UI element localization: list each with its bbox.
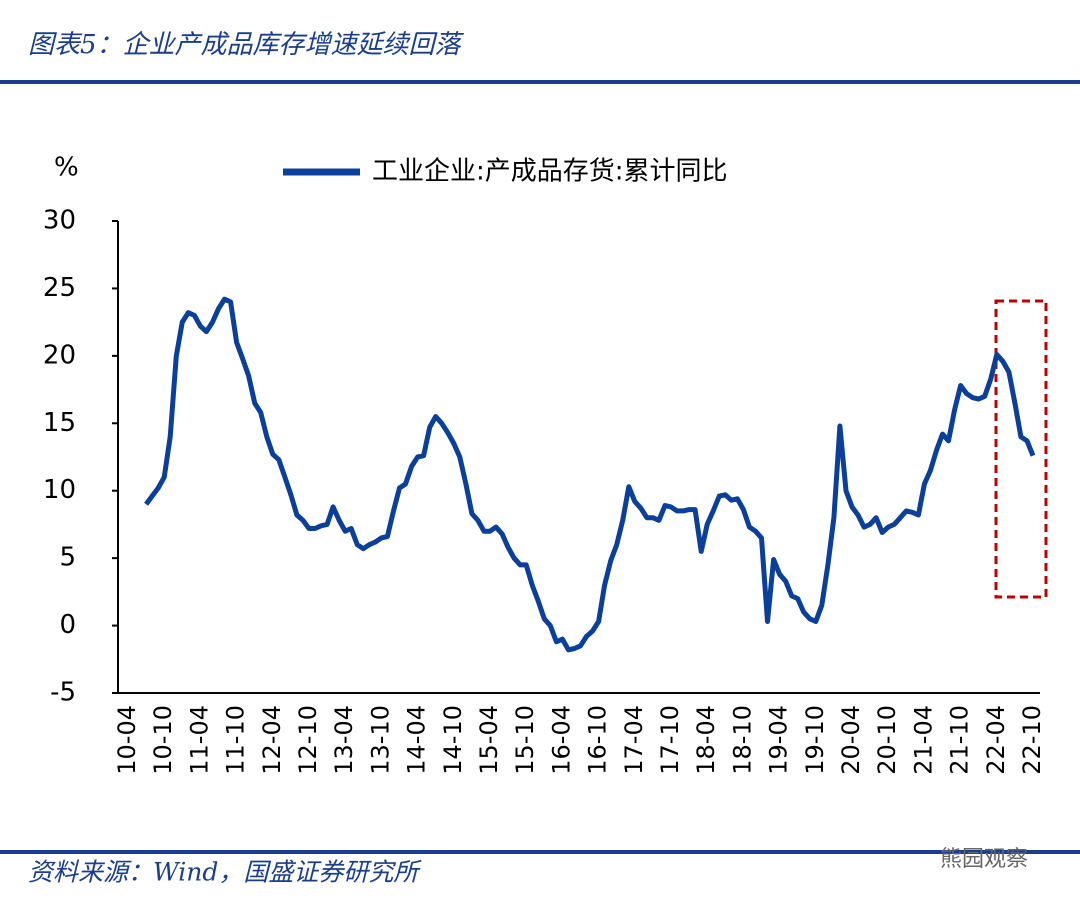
- x-tick-label: 11-04: [185, 705, 213, 775]
- x-tick-label: 10-10: [149, 705, 177, 775]
- x-tick-label: 19-04: [765, 705, 793, 775]
- x-tick-label: 12-10: [294, 705, 322, 775]
- y-tick-label: 0: [59, 610, 76, 640]
- x-tick-label: 13-04: [330, 705, 358, 775]
- footer-rule: [0, 850, 1080, 854]
- x-tick-label: 17-04: [620, 705, 648, 775]
- y-tick-label: 5: [59, 543, 76, 573]
- x-tick-label: 14-04: [403, 705, 431, 775]
- x-tick-label: 21-10: [946, 705, 974, 775]
- x-tick-label: 13-10: [366, 705, 394, 775]
- x-tick-label: 15-10: [511, 705, 539, 775]
- y-tick-label: 25: [43, 273, 76, 303]
- data-line: [144, 296, 1036, 653]
- x-tick-label: 21-04: [909, 705, 937, 775]
- y-tick-label: -5: [50, 678, 76, 708]
- x-tick-label: 16-04: [547, 705, 575, 775]
- header-rule: [0, 80, 1080, 84]
- highlight-box: [994, 299, 1048, 599]
- x-tick-label: 18-04: [692, 705, 720, 775]
- page-title: 图表5：企业产成品库存增速延续回落: [28, 30, 465, 60]
- y-tick-label: 30: [43, 206, 76, 236]
- y-tick-label: 20: [43, 340, 76, 370]
- x-tick-label: 17-10: [656, 705, 684, 775]
- x-tick-label: 16-10: [584, 705, 612, 775]
- x-tick-label: 22-10: [1018, 705, 1046, 775]
- x-tick-label: 14-10: [439, 705, 467, 775]
- x-tick-label: 22-04: [982, 705, 1010, 775]
- watermark: 熊园观察: [940, 847, 1028, 872]
- x-tick-label: 10-04: [113, 705, 141, 775]
- y-tick-label: 10: [43, 475, 76, 505]
- legend-label: 工业企业:产成品存货:累计同比: [372, 157, 728, 187]
- x-tick-label: 11-10: [222, 705, 250, 775]
- y-unit: %: [54, 153, 79, 183]
- x-tick-label: 18-10: [728, 705, 756, 775]
- source-note: 资料来源：Wind，国盛证券研究所: [28, 858, 422, 887]
- x-tick-label: 20-04: [837, 705, 865, 775]
- x-tick-label: 20-10: [873, 705, 901, 775]
- x-tick-label: 19-10: [801, 705, 829, 775]
- x-tick-label: 15-04: [475, 705, 503, 775]
- x-tick-label: 12-04: [258, 705, 286, 775]
- y-tick-label: 15: [43, 408, 76, 438]
